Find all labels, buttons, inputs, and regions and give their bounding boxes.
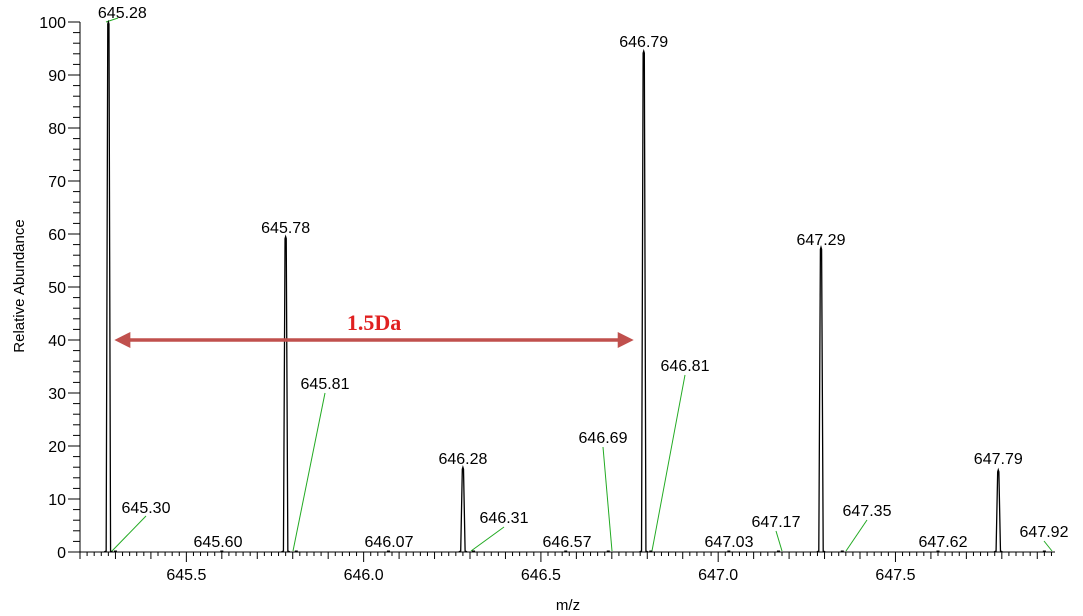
- peak-label-645.60: 645.60: [194, 534, 243, 551]
- annotation-label: 1.5Da: [347, 310, 401, 335]
- annotation: 1.5Da: [114, 310, 634, 348]
- x-axis-title: m/z: [556, 597, 580, 614]
- peak-label-646.07: 646.07: [365, 534, 414, 551]
- peaks: [103, 19, 1046, 553]
- leader-line-645.81: [292, 392, 326, 552]
- arrow-head-right: [617, 332, 634, 348]
- y-tick-label: 50: [48, 280, 66, 297]
- y-axis-title: Relative Abundance: [11, 219, 28, 352]
- peak-label-646.69: 646.69: [579, 430, 628, 447]
- leader-line-646.81: [651, 374, 686, 552]
- peak-label-646.79: 646.79: [619, 34, 668, 51]
- peak-647.29: [816, 244, 826, 553]
- y-tick-label: 10: [48, 492, 66, 509]
- peak-647.79: [993, 467, 1003, 553]
- y-tick-label: 30: [48, 386, 66, 403]
- peak-labels: 645.28 645.78 646.28 646.79 647.29 647.79 645.…: [98, 5, 1069, 551]
- peak-label-647.03: 647.03: [705, 534, 754, 551]
- y-tick-label: 90: [48, 68, 66, 85]
- arrow-head-left: [114, 332, 131, 348]
- leader-lines: [105, 17, 1053, 552]
- peak-label-647.62: 647.62: [919, 534, 968, 551]
- y-tick-label: 20: [48, 439, 66, 456]
- x-tick-label: 645.5: [166, 567, 206, 584]
- x-ticks: 645.5 646.0 646.5 647.0 647.5: [79, 552, 1052, 584]
- peak-label-645.81: 645.81: [301, 376, 350, 393]
- peak-label-647.29: 647.29: [797, 232, 846, 249]
- x-tick-label: 646.0: [344, 567, 384, 584]
- y-tick-label: 40: [48, 333, 66, 350]
- y-tick-label: 60: [48, 227, 66, 244]
- leader-line-645.30: [111, 515, 147, 552]
- peak-label-647.79: 647.79: [974, 451, 1023, 468]
- peak-label-646.57: 646.57: [543, 534, 592, 551]
- peak-label-647.92: 647.92: [1020, 524, 1069, 541]
- leader-line-647.17: [775, 530, 783, 552]
- peak-645.78: [281, 234, 291, 553]
- peak-label-646.31: 646.31: [480, 510, 529, 527]
- peak-646.79: [639, 48, 649, 553]
- x-tick-label: 647.5: [875, 567, 915, 584]
- peak-645.28: [103, 19, 113, 553]
- peak-label-647.35: 647.35: [843, 503, 892, 520]
- y-tick-label: 80: [48, 121, 66, 138]
- leader-line-646.69: [602, 446, 613, 552]
- peak-label-646.28: 646.28: [438, 451, 487, 468]
- peak-label-645.28: 645.28: [98, 5, 147, 22]
- peak-646.28: [458, 464, 468, 553]
- y-ticks: 0 10 20 30 40 50 60 70 80 90 100: [39, 15, 80, 562]
- axes: [79, 22, 1055, 553]
- peak-label-646.81: 646.81: [661, 358, 710, 375]
- y-tick-label: 70: [48, 174, 66, 191]
- x-tick-label: 647.0: [698, 567, 738, 584]
- y-tick-label: 0: [57, 545, 66, 562]
- peak-label-645.30: 645.30: [122, 500, 171, 517]
- leader-line-647.92: [1043, 540, 1053, 552]
- peak-label-645.78: 645.78: [261, 220, 310, 237]
- leader-line-646.31: [470, 526, 505, 552]
- leader-line-647.35: [845, 519, 868, 552]
- y-tick-label: 100: [39, 15, 66, 32]
- x-tick-label: 646.5: [521, 567, 561, 584]
- peak-label-647.17: 647.17: [752, 514, 801, 531]
